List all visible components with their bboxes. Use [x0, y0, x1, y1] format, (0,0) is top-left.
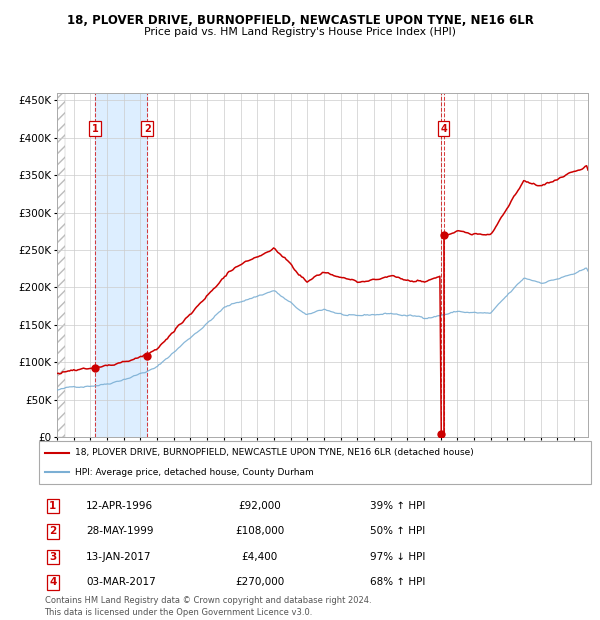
Text: £92,000: £92,000	[238, 501, 281, 511]
Text: 4: 4	[440, 124, 447, 134]
Text: 1: 1	[49, 501, 56, 511]
Text: HPI: Average price, detached house, County Durham: HPI: Average price, detached house, Coun…	[75, 467, 314, 477]
Text: Contains HM Land Registry data © Crown copyright and database right 2024.: Contains HM Land Registry data © Crown c…	[44, 596, 371, 605]
Text: 12-APR-1996: 12-APR-1996	[86, 501, 153, 511]
Text: 03-MAR-2017: 03-MAR-2017	[86, 577, 155, 587]
Text: £4,400: £4,400	[242, 552, 278, 562]
Text: 2: 2	[144, 124, 151, 134]
Text: This data is licensed under the Open Government Licence v3.0.: This data is licensed under the Open Gov…	[44, 608, 313, 617]
Text: 1: 1	[92, 124, 98, 134]
Text: 3: 3	[49, 552, 56, 562]
Bar	[95, 93, 147, 437]
Text: 18, PLOVER DRIVE, BURNOPFIELD, NEWCASTLE UPON TYNE, NE16 6LR: 18, PLOVER DRIVE, BURNOPFIELD, NEWCASTLE…	[67, 14, 533, 27]
Text: 18, PLOVER DRIVE, BURNOPFIELD, NEWCASTLE UPON TYNE, NE16 6LR (detached house): 18, PLOVER DRIVE, BURNOPFIELD, NEWCASTLE…	[75, 448, 473, 458]
Text: 4: 4	[49, 577, 56, 587]
Text: 28-MAY-1999: 28-MAY-1999	[86, 526, 154, 536]
Text: 68% ↑ HPI: 68% ↑ HPI	[370, 577, 425, 587]
Text: £270,000: £270,000	[235, 577, 284, 587]
Text: 97% ↓ HPI: 97% ↓ HPI	[370, 552, 425, 562]
Text: 39% ↑ HPI: 39% ↑ HPI	[370, 501, 425, 511]
Text: £108,000: £108,000	[235, 526, 284, 536]
Text: Price paid vs. HM Land Registry's House Price Index (HPI): Price paid vs. HM Land Registry's House …	[144, 27, 456, 37]
Text: 2: 2	[49, 526, 56, 536]
Text: 50% ↑ HPI: 50% ↑ HPI	[370, 526, 425, 536]
Text: 13-JAN-2017: 13-JAN-2017	[86, 552, 151, 562]
